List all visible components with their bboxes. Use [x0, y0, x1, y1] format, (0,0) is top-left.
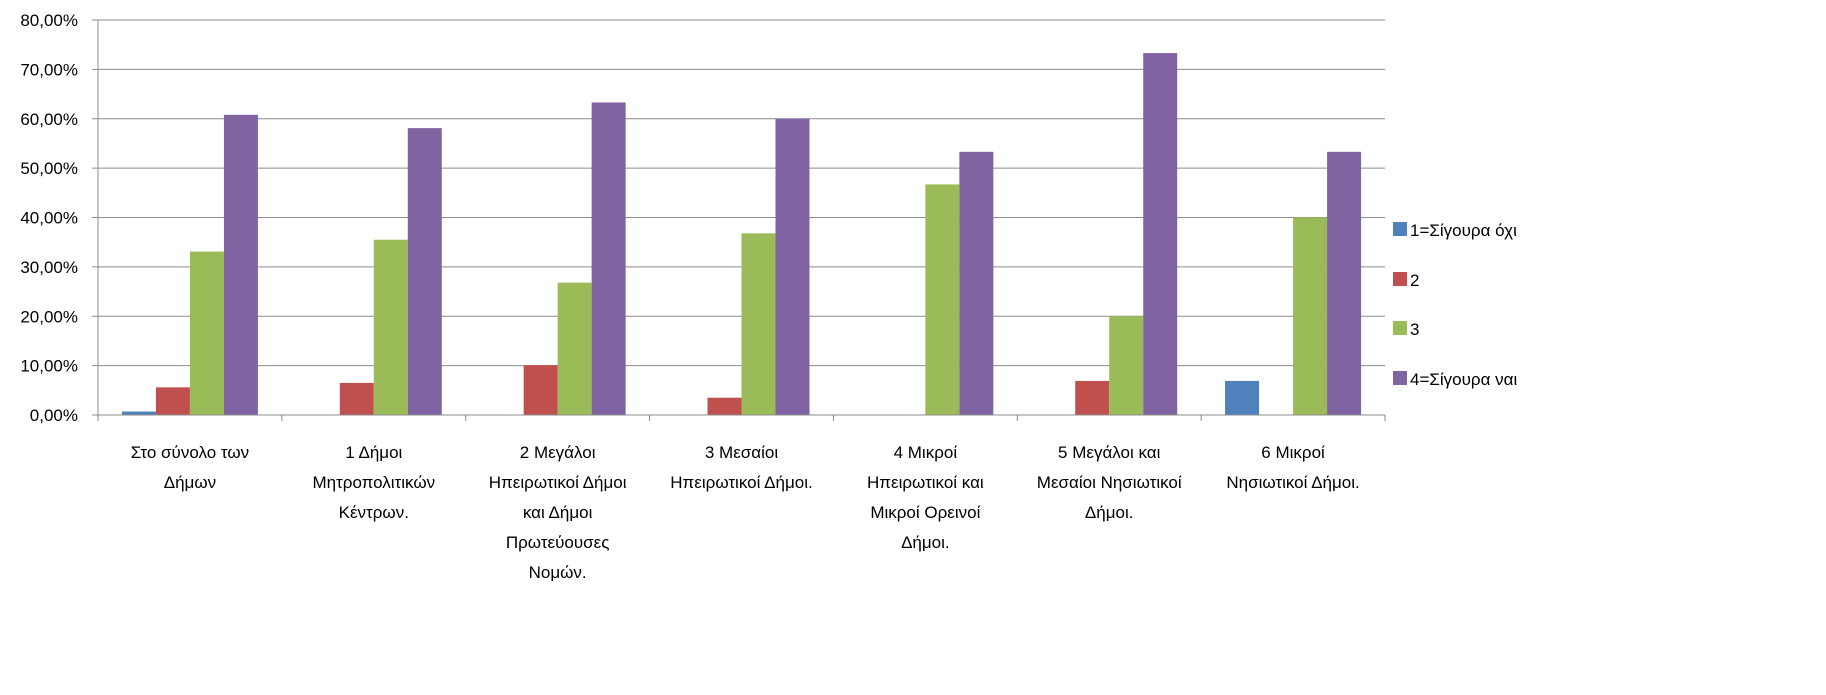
bar — [189, 251, 224, 415]
x-category-label: 5 Μεγάλοι και — [1058, 443, 1161, 462]
x-category-label: Κέντρων. — [339, 503, 409, 522]
x-axis — [97, 20, 1386, 421]
legend-label: 1=Σίγουρα όχι — [1410, 221, 1517, 240]
y-tick-label: 20,00% — [20, 307, 78, 326]
x-category-label: 3 Μεσαίοι — [705, 443, 778, 462]
bar — [1293, 217, 1328, 415]
bar — [591, 102, 626, 416]
y-axis-tick-labels: 0,00% 10,00% 20,00% 30,00% 40,00% 50,00% 60,00… — [20, 11, 78, 425]
bar — [741, 233, 776, 415]
bar — [407, 128, 442, 415]
bar — [1075, 380, 1110, 415]
legend-swatch — [1393, 222, 1407, 236]
x-category-label: 6 Μικροί — [1261, 443, 1325, 462]
bar — [1327, 151, 1362, 416]
legend-swatch — [1393, 321, 1407, 335]
x-category-label: Νομών. — [529, 563, 587, 582]
x-category-label: Ηπειρωτικοί Δήμοι. — [670, 473, 812, 492]
bar — [775, 118, 810, 415]
y-tick-label: 0,00% — [30, 406, 78, 425]
legend: 1=Σίγουρα όχι 2 3 4=Σίγουρα ναι — [1393, 221, 1517, 389]
bar — [121, 411, 156, 415]
y-tick-label: 50,00% — [20, 159, 78, 178]
legend-label: 2 — [1410, 271, 1419, 290]
bar — [557, 282, 592, 415]
bar — [1109, 316, 1144, 415]
y-tick-label: 70,00% — [20, 60, 78, 79]
x-category-label: Δήμοι. — [901, 533, 950, 552]
x-category-label: Μητροπολιτικών — [312, 473, 435, 492]
y-tick-label: 40,00% — [20, 209, 78, 228]
x-category-label: Ηπειρωτικοί και — [867, 473, 984, 492]
bar — [523, 365, 558, 415]
bar — [223, 114, 258, 416]
x-category-label: Μικροί Ορεινοί — [870, 503, 980, 522]
legend-label: 4=Σίγουρα ναι — [1410, 370, 1517, 389]
bar — [1225, 380, 1260, 415]
x-category-label: Μεσαίοι Νησιωτικοί — [1037, 473, 1182, 492]
x-category-label: Πρωτεύουσες — [506, 533, 610, 552]
bar — [707, 397, 742, 415]
x-category-label: Νησιωτικοί Δήμοι. — [1226, 473, 1359, 492]
gridlines — [92, 19, 1385, 416]
x-category-label: Στο σύνολο των — [131, 443, 249, 462]
y-tick-label: 30,00% — [20, 258, 78, 277]
x-category-label: και Δήμοι — [523, 503, 593, 522]
x-category-label: 1 Δήμοι — [345, 443, 402, 462]
y-tick-label: 10,00% — [20, 357, 78, 376]
y-tick-label: 80,00% — [20, 11, 78, 30]
bars — [121, 53, 1362, 416]
x-category-label: 4 Μικροί — [894, 443, 958, 462]
legend-swatch — [1393, 272, 1407, 286]
x-axis-category-labels: Στο σύνολο των Δήμων 1 Δήμοι Μητροπολιτικών… — [131, 443, 1360, 582]
x-category-label: Ηπειρωτικοί Δήμοι — [489, 473, 627, 492]
bar — [339, 382, 374, 415]
bar — [959, 151, 994, 416]
bar — [155, 387, 190, 415]
bar — [1143, 53, 1178, 416]
x-category-label: 2 Μεγάλοι — [520, 443, 596, 462]
y-tick-label: 60,00% — [20, 110, 78, 129]
bar — [373, 239, 408, 415]
x-category-label: Δήμων — [164, 473, 216, 492]
legend-swatch — [1393, 371, 1407, 385]
bar — [925, 184, 960, 415]
x-category-label: Δήμοι. — [1085, 503, 1134, 522]
legend-label: 3 — [1410, 320, 1419, 339]
